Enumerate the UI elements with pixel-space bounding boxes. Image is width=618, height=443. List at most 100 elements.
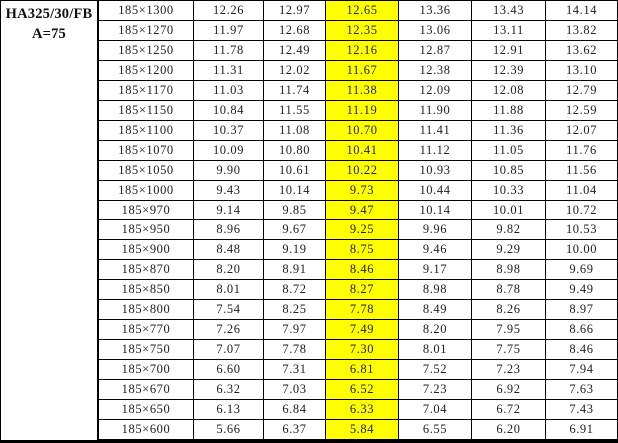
value-cell: 9.17	[398, 259, 472, 281]
value-cell: 12.87	[398, 39, 472, 61]
value-cell: 12.91	[471, 39, 546, 61]
table-row: 185×650 6.13 6.84 6.33 7.04 6.72 7.43	[98, 399, 618, 421]
value-cell: 9.85	[263, 199, 326, 221]
highlighted-value-cell: 7.78	[325, 299, 399, 321]
value-cell: 6.13	[193, 399, 264, 421]
table-row: 185×700 6.60 7.31 6.81 7.52 7.23 7.94	[98, 359, 618, 381]
value-cell: 7.31	[263, 359, 326, 381]
value-cell: 8.49	[398, 299, 472, 321]
highlighted-value-cell: 9.47	[325, 199, 399, 221]
value-cell: 8.66	[545, 319, 618, 341]
value-cell: 7.78	[263, 339, 326, 361]
highlighted-value-cell: 12.16	[325, 39, 399, 61]
value-cell: 10.72	[545, 199, 618, 221]
value-cell: 7.97	[263, 319, 326, 341]
value-cell: 9.96	[398, 219, 472, 241]
value-cell: 12.08	[471, 79, 546, 101]
value-cell: 9.67	[263, 219, 326, 241]
value-cell: 6.37	[263, 419, 326, 440]
value-cell: 9.69	[545, 259, 618, 281]
size-cell: 185×970	[98, 199, 194, 221]
table-row: 185×800 7.54 8.25 7.78 8.49 8.26 8.97	[98, 299, 618, 321]
value-cell: 10.80	[263, 139, 326, 161]
value-cell: 12.26	[193, 0, 264, 21]
value-cell: 11.74	[263, 79, 326, 101]
table-row: 185×1000 9.43 10.14 9.73 10.44 10.33 11.04	[98, 179, 618, 201]
value-cell: 8.20	[398, 319, 472, 341]
table-row: 185×970 9.14 9.85 9.47 10.14 10.01 10.72	[98, 199, 618, 221]
value-cell: 10.00	[545, 239, 618, 261]
spec-table-body: 185×1300 12.26 12.97 12.65 13.36 13.43 14.14 18…	[98, 0, 618, 440]
value-cell: 12.07	[545, 119, 618, 141]
value-cell: 13.11	[471, 19, 546, 41]
highlighted-value-cell: 6.52	[325, 379, 399, 401]
value-cell: 10.53	[545, 219, 618, 241]
value-cell: 7.75	[471, 339, 546, 361]
size-cell: 185×870	[98, 259, 194, 281]
value-cell: 14.14	[545, 0, 618, 21]
highlighted-value-cell: 8.75	[325, 239, 399, 261]
value-cell: 10.14	[263, 179, 326, 201]
value-cell: 6.84	[263, 399, 326, 421]
highlighted-value-cell: 6.81	[325, 359, 399, 381]
value-cell: 6.92	[471, 379, 546, 401]
value-cell: 7.95	[471, 319, 546, 341]
size-cell: 185×1300	[98, 0, 194, 21]
table-row: 185×1150 10.84 11.55 11.19 11.90 11.88 12.59	[98, 99, 618, 121]
highlighted-value-cell: 9.25	[325, 219, 399, 241]
value-cell: 9.29	[471, 239, 546, 261]
highlighted-value-cell: 9.73	[325, 179, 399, 201]
highlighted-value-cell: 12.35	[325, 19, 399, 41]
value-cell: 7.03	[263, 379, 326, 401]
value-cell: 11.12	[398, 139, 472, 161]
value-cell: 6.20	[471, 419, 546, 440]
model-header-cell: HA325/30/FB A=75	[0, 0, 98, 440]
size-cell: 185×1050	[98, 159, 194, 181]
size-cell: 185×1100	[98, 119, 194, 141]
value-cell: 10.01	[471, 199, 546, 221]
value-cell: 7.52	[398, 359, 472, 381]
table-row: 185×1270 11.97 12.68 12.35 13.06 13.11 13.82	[98, 19, 618, 41]
size-cell: 185×1250	[98, 39, 194, 61]
highlighted-value-cell: 12.65	[325, 0, 399, 21]
highlighted-value-cell: 5.84	[325, 419, 399, 440]
value-cell: 7.04	[398, 399, 472, 421]
value-cell: 12.97	[263, 0, 326, 21]
value-cell: 12.39	[471, 59, 546, 81]
value-cell: 8.96	[193, 219, 264, 241]
table-row: 185×600 5.66 6.37 5.84 6.55 6.20 6.91	[98, 419, 618, 440]
value-cell: 11.03	[193, 79, 264, 101]
value-cell: 10.14	[398, 199, 472, 221]
size-cell: 185×770	[98, 319, 194, 341]
value-cell: 6.60	[193, 359, 264, 381]
value-cell: 8.72	[263, 279, 326, 301]
value-cell: 11.04	[545, 179, 618, 201]
value-cell: 7.43	[545, 399, 618, 421]
value-cell: 11.31	[193, 59, 264, 81]
size-cell: 185×850	[98, 279, 194, 301]
value-cell: 5.66	[193, 419, 264, 440]
value-cell: 13.10	[545, 59, 618, 81]
value-cell: 10.33	[471, 179, 546, 201]
table-row: 185×850 8.01 8.72 8.27 8.98 8.78 9.49	[98, 279, 618, 301]
value-cell: 11.97	[193, 19, 264, 41]
table-row: 185×1300 12.26 12.97 12.65 13.36 13.43 14.14	[98, 0, 618, 21]
value-cell: 11.55	[263, 99, 326, 121]
highlighted-value-cell: 11.19	[325, 99, 399, 121]
table-row: 185×1200 11.31 12.02 11.67 12.38 12.39 13.10	[98, 59, 618, 81]
value-cell: 12.38	[398, 59, 472, 81]
value-cell: 13.36	[398, 0, 472, 21]
highlighted-value-cell: 10.41	[325, 139, 399, 161]
highlighted-value-cell: 11.38	[325, 79, 399, 101]
value-cell: 13.62	[545, 39, 618, 61]
value-cell: 12.59	[545, 99, 618, 121]
highlighted-value-cell: 10.22	[325, 159, 399, 181]
value-cell: 7.94	[545, 359, 618, 381]
value-cell: 13.06	[398, 19, 472, 41]
table-row: 185×1070 10.09 10.80 10.41 11.12 11.05 11.76	[98, 139, 618, 161]
value-cell: 8.26	[471, 299, 546, 321]
value-cell: 8.91	[263, 259, 326, 281]
table-row: 185×1050 9.90 10.61 10.22 10.93 10.85 11.56	[98, 159, 618, 181]
value-cell: 11.78	[193, 39, 264, 61]
value-cell: 8.01	[398, 339, 472, 361]
